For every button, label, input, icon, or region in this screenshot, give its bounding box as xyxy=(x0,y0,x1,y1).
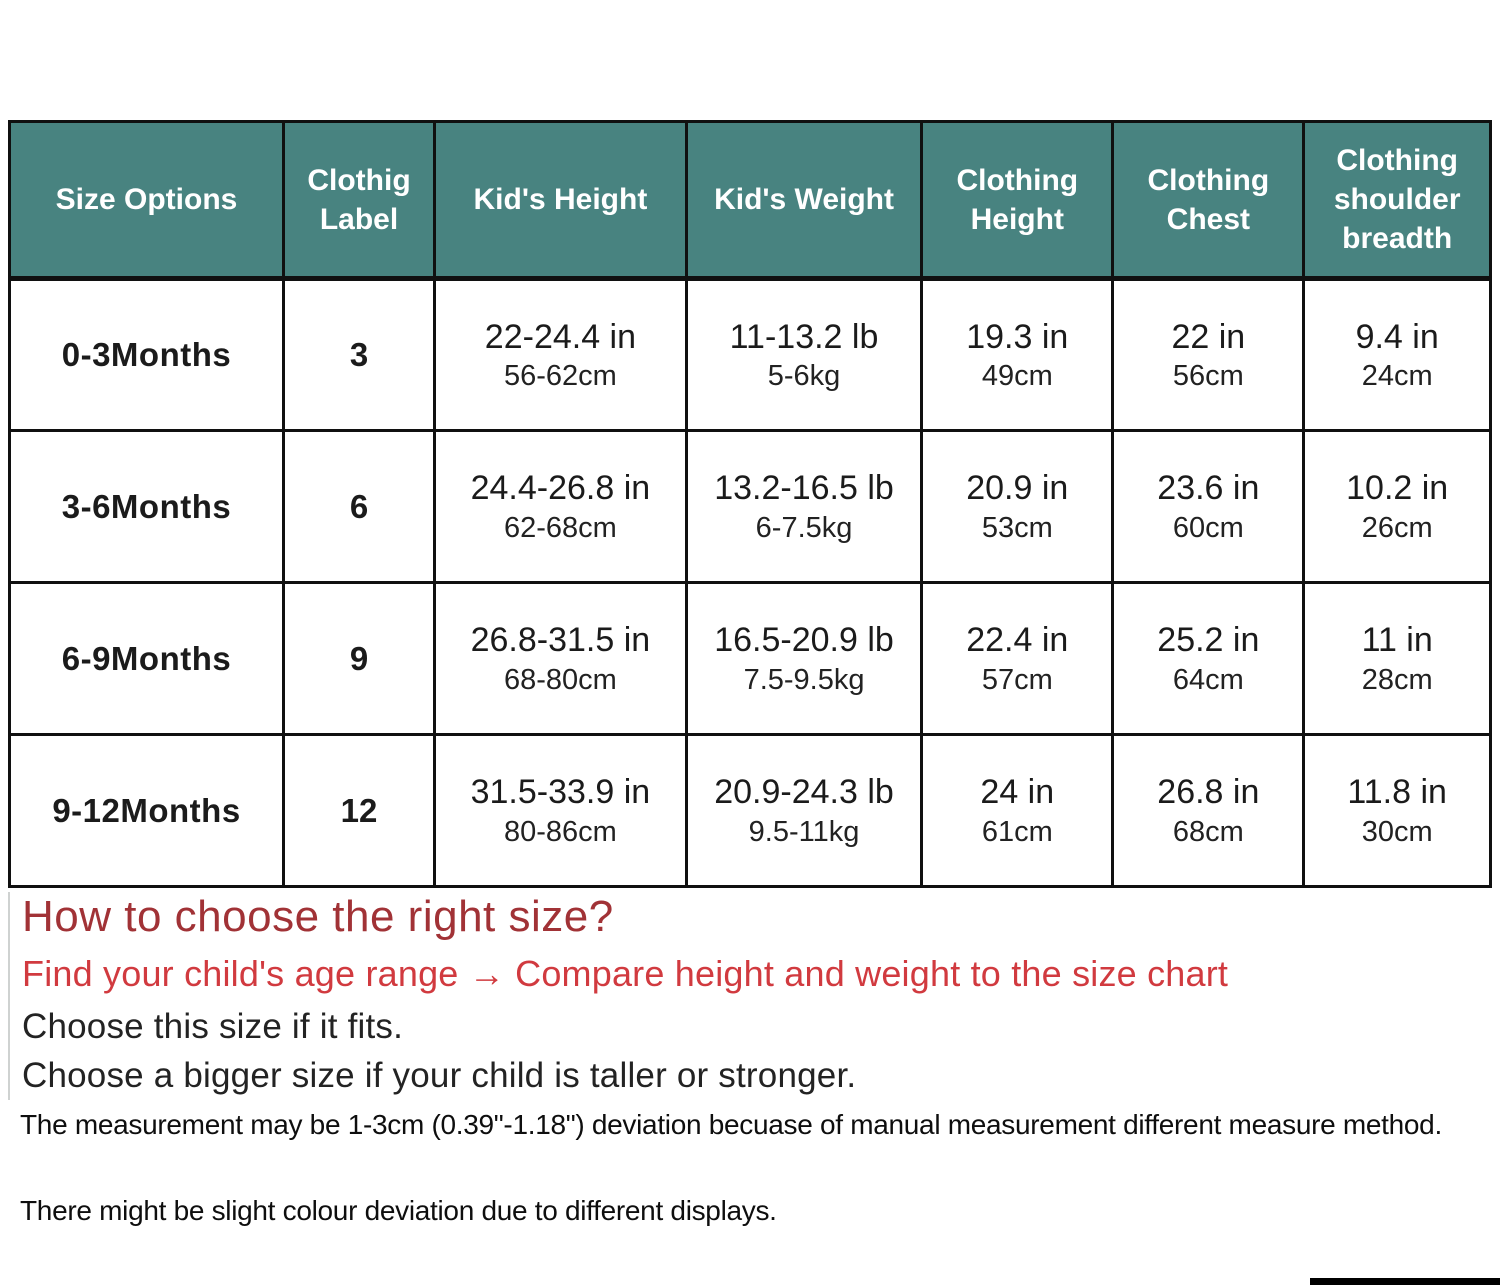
clothing-chest-cm-value: 68cm xyxy=(1172,815,1244,848)
measurement-deviation-disclaimer: The measurement may be 1-3cm (0.39"-1.18… xyxy=(20,1109,1442,1140)
clothing-chest-cm-value: 64cm xyxy=(1172,663,1244,696)
shoulder-breadth-cm-value: 30cm xyxy=(1361,815,1433,848)
clothing-height-cm-value: 53cm xyxy=(981,511,1053,544)
kids-height-cm-value: 62-68cm xyxy=(504,511,617,544)
clothing-height-cm-value: 57cm xyxy=(981,663,1053,696)
cell-kids-height: 22-24.4 in 56-62cm xyxy=(433,277,688,432)
shoulder-breadth-in-value: 9.4 in xyxy=(1355,317,1439,356)
cell-clothing-label: 6 xyxy=(281,429,437,584)
kids-height-cm-value: 80-86cm xyxy=(504,815,617,848)
kids-weight-lb-value: 20.9-24.3 lb xyxy=(714,773,894,812)
note-choose-if-fits: Choose this size if it fits. xyxy=(22,1007,404,1047)
cell-kids-weight: 13.2-16.5 lb 6-7.5kg xyxy=(684,429,924,584)
col-header-size-options: Size Options xyxy=(8,120,285,281)
how-to-choose-subtitle: Find your child's age range → Compare he… xyxy=(22,952,1229,994)
kids-height-in-value: 22-24.4 in xyxy=(484,317,637,356)
col-header-kids-weight: Kid's Weight xyxy=(684,120,924,281)
cell-clothing-label: 3 xyxy=(281,277,437,432)
kids-height-in-value: 26.8-31.5 in xyxy=(470,621,651,660)
cell-kids-height: 31.5-33.9 in 80-86cm xyxy=(433,733,688,888)
shoulder-breadth-in-value: 11 in xyxy=(1361,621,1433,660)
clothing-height-cm-value: 61cm xyxy=(981,815,1053,848)
cell-clothing-height: 24 in 61cm xyxy=(920,733,1115,888)
clothing-height-in-value: 20.9 in xyxy=(966,469,1069,508)
cell-clothing-height: 22.4 in 57cm xyxy=(920,581,1115,736)
table-row: 6-9Months 9 26.8-31.5 in 68-80cm 16.5-20… xyxy=(8,581,1492,736)
cell-size-option: 9-12Months xyxy=(8,733,285,888)
colour-deviation-disclaimer: There might be slight colour deviation d… xyxy=(20,1194,777,1226)
sizing-guidance-block: How to choose the right size? Find your … xyxy=(8,892,1468,1100)
clothing-chest-cm-value: 60cm xyxy=(1172,511,1244,544)
kids-height-in-value: 24.4-26.8 in xyxy=(470,469,651,508)
col-header-clothing-chest: Clothing Chest xyxy=(1111,120,1306,281)
cell-kids-weight: 20.9-24.3 lb 9.5-11kg xyxy=(684,733,924,888)
col-header-shoulder-breadth: Clothing shoulder breadth xyxy=(1302,120,1492,281)
kids-height-in-value: 31.5-33.9 in xyxy=(470,773,651,812)
clothing-chest-in-value: 22 in xyxy=(1171,317,1246,356)
kids-weight-kg-value: 6-7.5kg xyxy=(755,511,853,544)
kids-weight-lb-value: 16.5-20.9 lb xyxy=(714,621,894,660)
clothing-height-in-value: 22.4 in xyxy=(966,621,1069,660)
cell-kids-weight: 16.5-20.9 lb 7.5-9.5kg xyxy=(684,581,924,736)
cell-shoulder-breadth: 11.8 in 30cm xyxy=(1302,733,1492,888)
kids-weight-lb-value: 11-13.2 lb xyxy=(729,317,879,356)
clothing-height-cm-value: 49cm xyxy=(981,360,1053,393)
shoulder-breadth-cm-value: 28cm xyxy=(1361,663,1433,696)
cell-shoulder-breadth: 11 in 28cm xyxy=(1302,581,1492,736)
cell-size-option: 3-6Months xyxy=(8,429,285,584)
shoulder-breadth-in-value: 10.2 in xyxy=(1346,469,1449,508)
shoulder-breadth-in-value: 11.8 in xyxy=(1347,773,1447,812)
disclaimers-block: The measurement may be 1-3cm (0.39"-1.18… xyxy=(20,1108,1495,1227)
table-row: 3-6Months 6 24.4-26.8 in 62-68cm 13.2-16… xyxy=(8,429,1492,584)
clothing-chest-in-value: 26.8 in xyxy=(1157,773,1260,812)
cell-shoulder-breadth: 10.2 in 26cm xyxy=(1302,429,1492,584)
clothing-height-in-value: 19.3 in xyxy=(966,317,1069,356)
table-header-row: Size Options Clothig Label Kid's Height … xyxy=(8,120,1492,281)
kids-weight-kg-value: 9.5-11kg xyxy=(748,815,860,848)
cell-size-option: 6-9Months xyxy=(8,581,285,736)
clothing-chest-in-value: 23.6 in xyxy=(1157,469,1260,508)
kids-height-cm-value: 56-62cm xyxy=(504,360,617,393)
shoulder-breadth-cm-value: 26cm xyxy=(1361,511,1433,544)
kids-weight-kg-value: 5-6kg xyxy=(767,360,841,393)
kids-height-cm-value: 68-80cm xyxy=(504,663,617,696)
col-header-kids-height: Kid's Height xyxy=(433,120,688,281)
cell-clothing-label: 9 xyxy=(281,581,437,736)
cell-kids-height: 24.4-26.8 in 62-68cm xyxy=(433,429,688,584)
cell-clothing-height: 19.3 in 49cm xyxy=(920,277,1115,432)
cell-clothing-chest: 22 in 56cm xyxy=(1111,277,1306,432)
table-row: 0-3Months 3 22-24.4 in 56-62cm 11-13.2 l… xyxy=(8,277,1492,432)
how-to-choose-title: How to choose the right size? xyxy=(22,892,614,941)
kids-weight-lb-value: 13.2-16.5 lb xyxy=(714,469,894,508)
table-row: 9-12Months 12 31.5-33.9 in 80-86cm 20.9-… xyxy=(8,733,1492,888)
cell-clothing-height: 20.9 in 53cm xyxy=(920,429,1115,584)
clothing-height-in-value: 24 in xyxy=(980,773,1055,812)
cell-kids-weight: 11-13.2 lb 5-6kg xyxy=(684,277,924,432)
cell-kids-height: 26.8-31.5 in 68-80cm xyxy=(433,581,688,736)
cell-size-option: 0-3Months xyxy=(8,277,285,432)
clothing-chest-cm-value: 56cm xyxy=(1172,360,1244,393)
cell-clothing-chest: 25.2 in 64cm xyxy=(1111,581,1306,736)
cell-clothing-label: 12 xyxy=(281,733,437,888)
note-choose-bigger: Choose a bigger size if your child is ta… xyxy=(22,1055,857,1095)
kids-weight-kg-value: 7.5-9.5kg xyxy=(743,663,865,696)
cell-shoulder-breadth: 9.4 in 24cm xyxy=(1302,277,1492,432)
col-header-clothing-height: Clothing Height xyxy=(920,120,1115,281)
size-chart-table: Size Options Clothig Label Kid's Height … xyxy=(8,120,1492,888)
shoulder-breadth-cm-value: 24cm xyxy=(1361,360,1433,393)
cell-clothing-chest: 23.6 in 60cm xyxy=(1111,429,1306,584)
clothing-chest-in-value: 25.2 in xyxy=(1157,621,1260,660)
cell-clothing-chest: 26.8 in 68cm xyxy=(1111,733,1306,888)
black-bar xyxy=(1310,1278,1500,1285)
col-header-clothing-label: Clothig Label xyxy=(281,120,437,281)
